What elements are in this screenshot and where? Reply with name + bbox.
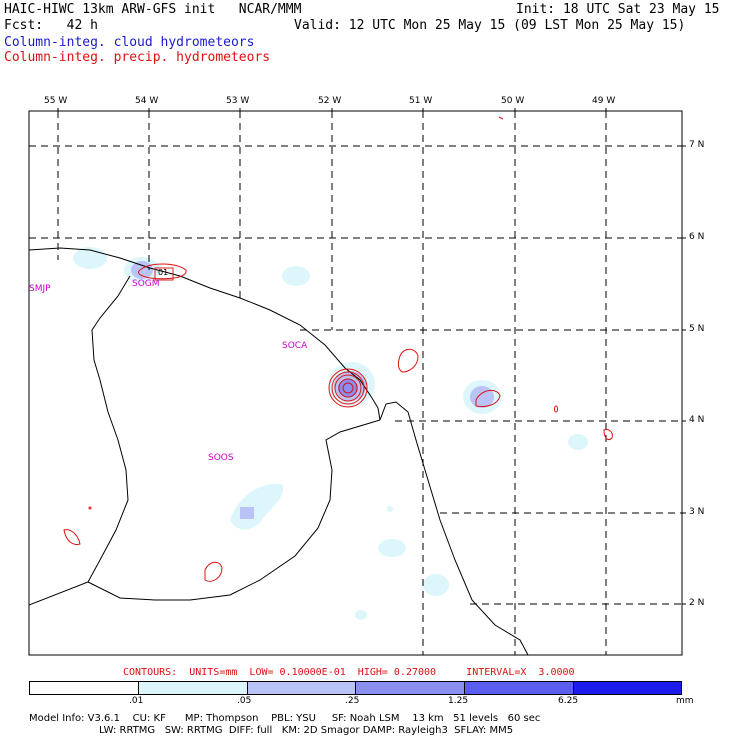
colorbar-bin-0	[30, 682, 139, 694]
lat-label-7n: 7 N	[689, 140, 705, 150]
init-time: Init: 18 UTC Sat 23 May 15	[516, 2, 720, 17]
map-ticks	[57, 108, 686, 605]
station-smjp: SMJP	[29, 284, 51, 294]
contour-info: CONTOURS: UNITS=mm LOW= 0.10000E-01 HIGH…	[123, 667, 575, 678]
lat-label-3n: 3 N	[689, 507, 705, 517]
valid-time: Valid: 12 UTC Mon 25 May 15 (09 LST Mon …	[294, 18, 686, 33]
lat-lon-grid	[29, 111, 682, 655]
station-soos: SOOS	[208, 453, 234, 463]
lat-label-6n: 6 N	[689, 232, 705, 242]
lon-label-52w: 52 W	[318, 96, 342, 106]
lon-label-53w: 53 W	[226, 96, 250, 106]
colorbar-bin-1	[139, 682, 248, 694]
lon-label-55w: 55 W	[44, 96, 68, 106]
station-soca: SOCA	[282, 341, 308, 351]
colorbar-bin-3	[356, 682, 465, 694]
colorbar-bin-2	[248, 682, 356, 694]
forecast-hour: Fcst: 42 h	[4, 18, 98, 33]
lon-label-54w: 54 W	[135, 96, 159, 106]
lat-label-4n: 4 N	[689, 415, 705, 425]
product-title: HAIC-HIWC 13km ARW-GFS init NCAR/MMM	[4, 2, 302, 17]
lat-label-2n: 2 N	[689, 598, 705, 608]
field-cloud-label: Column-integ. cloud hydrometeors	[4, 35, 255, 50]
lon-label-49w: 49 W	[592, 96, 616, 106]
colorbar-unit: mm	[676, 696, 694, 706]
precip-contours	[63, 116, 613, 582]
model-info-line2: LW: RRTMG SW: RRTMG DIFF: full KM: 2D Sm…	[99, 725, 514, 736]
colorbar-tick-0: .01	[129, 696, 144, 706]
station-sogm: SOGM	[132, 279, 160, 289]
station-mark: 01	[158, 268, 169, 277]
cloud-shading	[73, 247, 588, 620]
colorbar-tick-2: .25	[345, 696, 360, 706]
map-frame	[28, 110, 683, 656]
lat-label-5n: 5 N	[689, 324, 705, 334]
colorbar-bin-4	[465, 682, 574, 694]
lon-label-51w: 51 W	[409, 96, 433, 106]
lon-label-50w: 50 W	[501, 96, 525, 106]
field-precip-label: Column-integ. precip. hydrometeors	[4, 50, 271, 65]
colorbar-tick-3: 1.25	[448, 696, 469, 706]
colorbar-tick-1: .05	[237, 696, 252, 706]
coastline	[29, 247, 529, 655]
colorbar-tick-4: 6.25	[558, 696, 579, 706]
colorbar	[29, 681, 682, 695]
model-info-line1: Model Info: V3.6.1 CU: KF MP: Thompson P…	[29, 713, 541, 724]
colorbar-bin-5	[574, 682, 681, 694]
